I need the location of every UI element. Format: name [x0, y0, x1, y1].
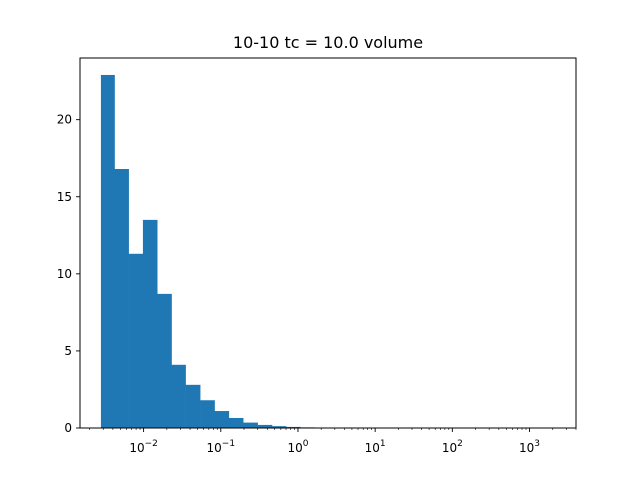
histogram-bar-2: [128, 253, 144, 428]
plot-frame: [79, 57, 577, 429]
histogram-bar-4: [157, 293, 172, 429]
histogram-bar-0: [100, 74, 115, 429]
histogram-bar-9: [228, 417, 244, 428]
y-tick-label-0: 0: [64, 421, 72, 435]
x-tick-label-2: 100: [287, 439, 308, 455]
y-axis-ticks: 0 5 10 15 20: [57, 113, 80, 435]
x-tick-label-5: 103: [519, 439, 540, 455]
histogram-bar-5: [171, 364, 186, 428]
histogram-bar-12: [271, 426, 287, 428]
x-tick-label-4: 102: [442, 439, 463, 455]
x-tick-label-3: 101: [365, 439, 386, 455]
histogram-bar-13: [286, 426, 301, 428]
y-tick-label-3: 15: [57, 190, 72, 204]
y-tick-label-2: 10: [57, 267, 72, 281]
histogram-bar-11: [257, 424, 273, 428]
bars-group: [100, 74, 315, 429]
histogram-bar-8: [214, 411, 230, 428]
x-tick-label-0: 10−2: [129, 439, 158, 455]
chart-title: 10-10 tc = 10.0 volume: [233, 33, 423, 52]
x-axis-ticks: 10−2 10−1 100 101 102 103: [89, 428, 577, 455]
histogram-bar-7: [200, 400, 215, 428]
x-tick-label-1: 10−1: [207, 439, 236, 455]
histogram-bar-6: [185, 384, 201, 428]
y-tick-label-4: 20: [57, 113, 72, 127]
histogram-bar-10: [243, 422, 258, 428]
histogram-bar-1: [114, 169, 129, 428]
y-tick-label-1: 5: [64, 344, 72, 358]
histogram-bar-3: [142, 219, 158, 429]
